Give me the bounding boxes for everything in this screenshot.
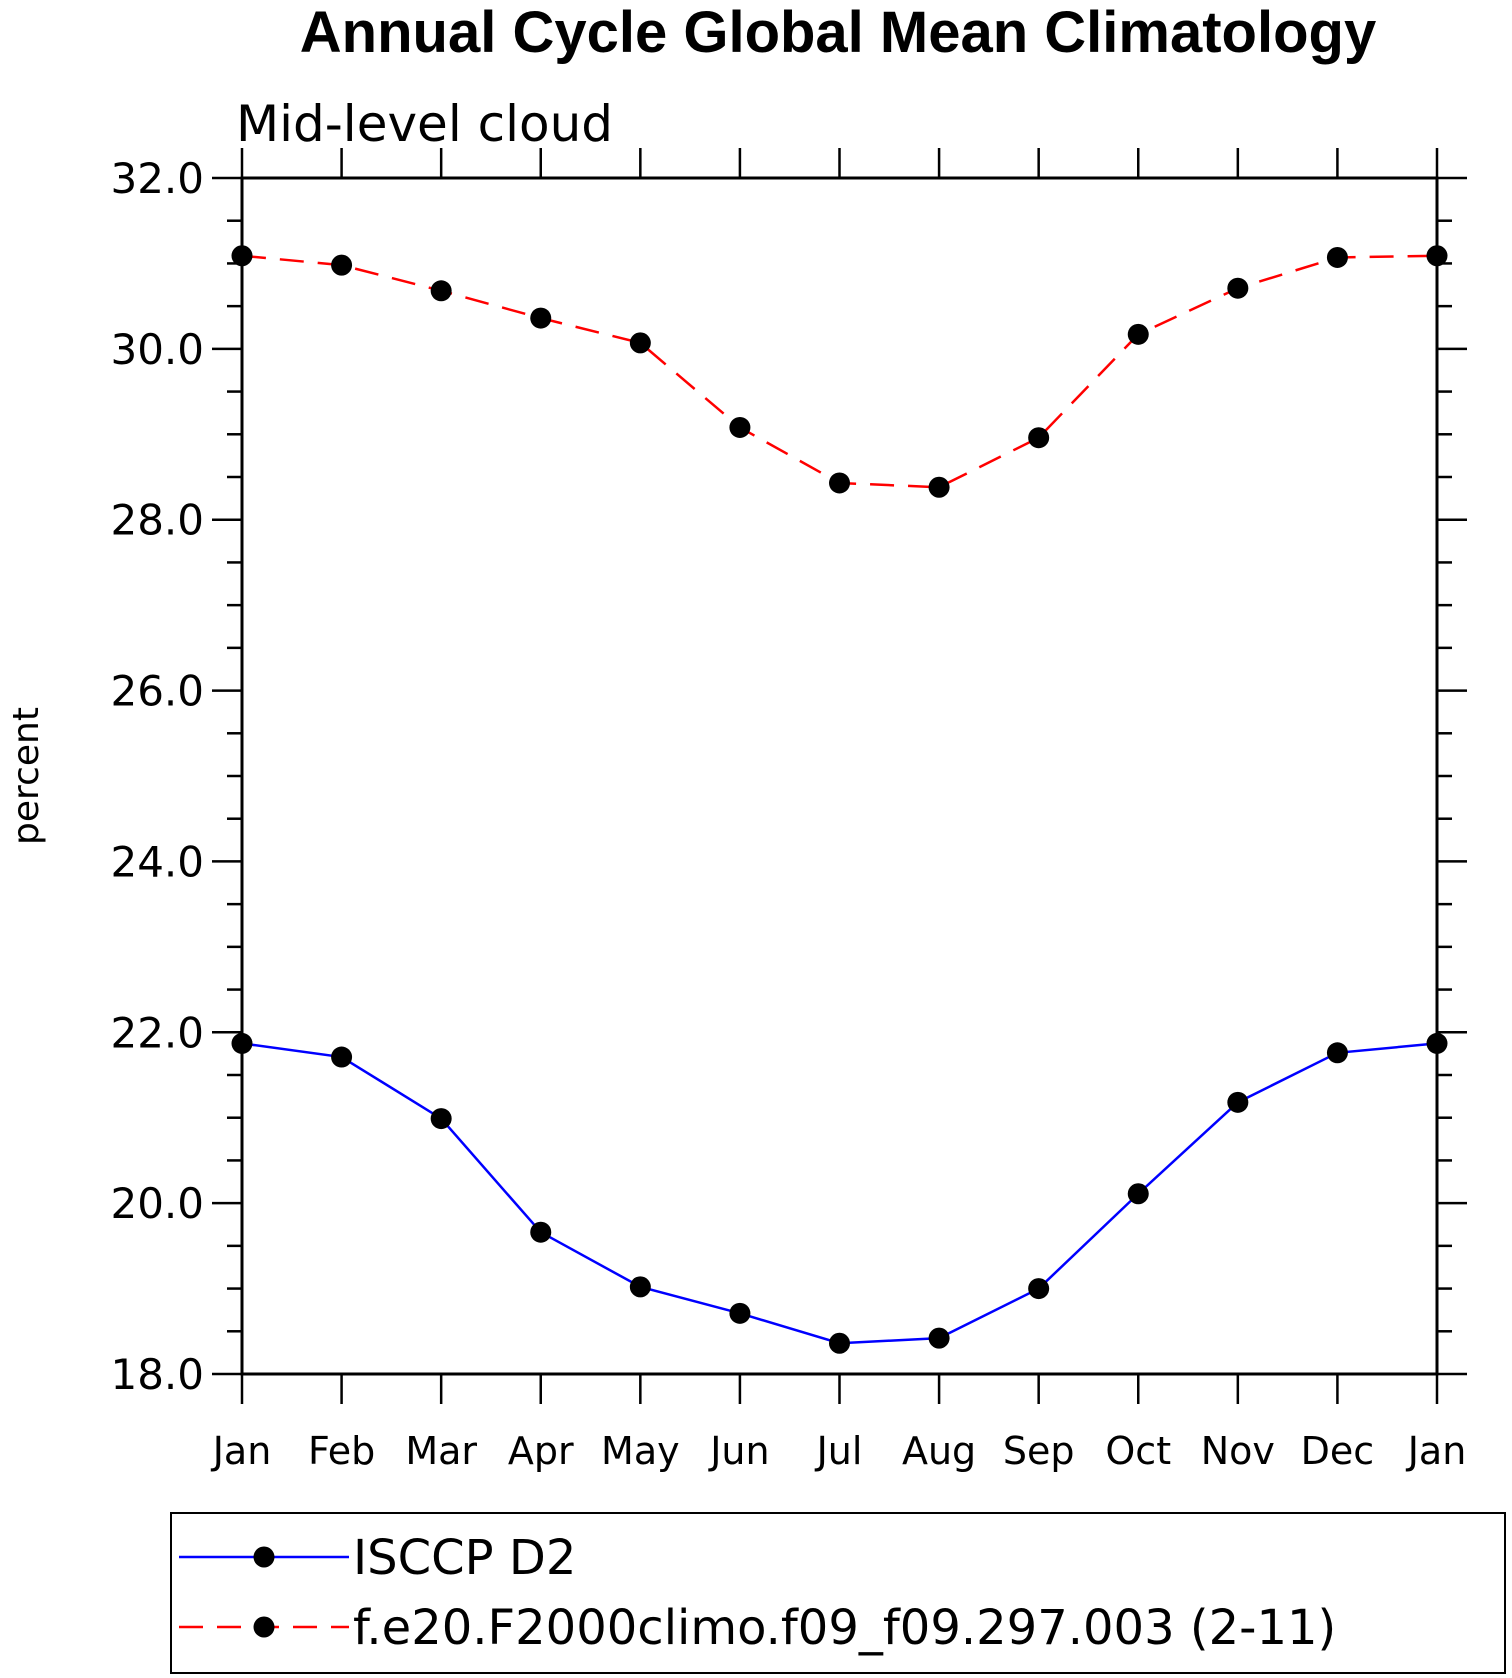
data-point (1028, 1278, 1050, 1300)
data-point (829, 472, 850, 494)
legend-marker (253, 1546, 275, 1568)
data-point (530, 1221, 552, 1243)
x-tick-label: Aug (902, 1429, 976, 1473)
data-point (1127, 323, 1149, 345)
data-point (1127, 1183, 1149, 1205)
x-tick-label: Apr (508, 1429, 574, 1473)
data-point (729, 416, 751, 438)
y-tick-label: 22.0 (110, 1008, 204, 1057)
data-point (928, 1327, 950, 1349)
x-tick-label: Jan (1406, 1429, 1467, 1473)
x-tick-label: Jun (708, 1429, 769, 1473)
data-point (1227, 1091, 1249, 1113)
legend-label: f.e20.F2000climo.f09_f09.297.003 (2-11) (353, 1600, 1336, 1656)
x-tick-label: Jan (211, 1429, 272, 1473)
data-point (829, 1332, 850, 1354)
y-tick-label: 30.0 (110, 325, 204, 374)
data-point (1028, 427, 1050, 449)
data-point (430, 1108, 452, 1130)
x-tick-label: Jul (815, 1429, 863, 1473)
y-axis-label: percent (6, 707, 47, 845)
legend-box (170, 1512, 1506, 1674)
legend-label: ISCCP D2 (353, 1530, 576, 1586)
y-tick-label: 26.0 (110, 667, 204, 716)
series-line (241, 1042, 1438, 1345)
data-point (928, 476, 950, 498)
data-point (1426, 1032, 1448, 1054)
y-tick-label: 24.0 (110, 837, 204, 886)
chart-subtitle: Mid-level cloud (236, 95, 613, 153)
data-point (331, 1046, 353, 1068)
chart-title: Annual Cycle Global Mean Climatology (300, 0, 1376, 65)
data-point (430, 280, 452, 302)
y-tick-label: 32.0 (110, 154, 204, 203)
plot-frame (240, 176, 1439, 1376)
x-tick-label: Sep (1003, 1429, 1075, 1473)
legend-marker (253, 1616, 275, 1638)
data-point (1326, 1042, 1348, 1064)
x-tick-label: Mar (405, 1429, 477, 1473)
data-point (1227, 277, 1249, 299)
y-tick-label: 20.0 (110, 1179, 204, 1228)
x-tick-label: Nov (1201, 1429, 1275, 1473)
data-point (629, 332, 651, 354)
x-tick-label: Oct (1105, 1429, 1171, 1473)
data-point (331, 254, 353, 276)
data-point (1326, 246, 1348, 268)
data-point (1426, 245, 1448, 267)
data-point (231, 245, 253, 267)
series-line (241, 254, 1438, 489)
y-tick-label: 28.0 (110, 496, 204, 545)
data-point (231, 1032, 253, 1054)
y-tick-label: 18.0 (110, 1350, 204, 1399)
data-point (530, 307, 552, 329)
x-tick-label: Feb (308, 1429, 375, 1473)
x-tick-label: May (601, 1429, 680, 1473)
data-point (729, 1302, 751, 1324)
x-tick-label: Dec (1301, 1429, 1375, 1473)
data-point (629, 1276, 651, 1298)
legend: ISCCP D2 f.e20.F2000climo.f09_f09.297.003… (170, 1512, 1506, 1674)
